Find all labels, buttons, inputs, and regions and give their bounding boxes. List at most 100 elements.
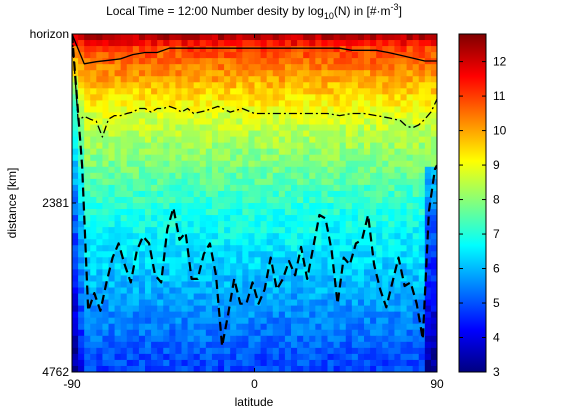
heatmap-cell (133, 227, 140, 234)
heatmap-cell (212, 58, 219, 65)
heatmap-cell (321, 360, 328, 367)
heatmap-cell (303, 137, 310, 144)
heatmap-cell (78, 263, 85, 270)
heatmap-cell (133, 179, 140, 186)
heatmap-cell (388, 324, 395, 331)
heatmap-cell (90, 251, 97, 258)
heatmap-cell (188, 300, 195, 307)
heatmap-cell (175, 119, 182, 126)
heatmap-cell (206, 82, 213, 89)
heatmap-cell (121, 300, 128, 307)
heatmap-cell (279, 215, 286, 222)
heatmap-cell (315, 294, 322, 301)
heatmap-cell (376, 185, 383, 192)
heatmap-cell (157, 40, 164, 47)
heatmap-cell (218, 281, 225, 288)
heatmap-cell (370, 288, 377, 295)
heatmap-cell (340, 318, 347, 325)
heatmap-cell (212, 76, 219, 83)
heatmap-cell (328, 203, 335, 210)
heatmap-cell (139, 185, 146, 192)
heatmap-cell (285, 209, 292, 216)
heatmap-cell (364, 251, 371, 258)
heatmap-cell (242, 288, 249, 295)
heatmap-cell (145, 306, 152, 313)
heatmap-cell (413, 245, 420, 252)
heatmap-cell (346, 312, 353, 319)
y-tick-label: horizon (30, 27, 69, 41)
heatmap-cell (370, 354, 377, 361)
heatmap-cell (279, 52, 286, 59)
heatmap-cell (102, 245, 109, 252)
heatmap-cell (401, 167, 408, 174)
heatmap-cell (182, 330, 189, 337)
heatmap-cell (255, 173, 262, 180)
heatmap-cell (425, 119, 432, 126)
heatmap-cell (315, 197, 322, 204)
heatmap-cell (200, 336, 207, 343)
heatmap-cell (139, 197, 146, 204)
heatmap-cell (230, 342, 237, 349)
heatmap-cell (407, 342, 414, 349)
heatmap-cell (157, 330, 164, 337)
heatmap-cell (346, 197, 353, 204)
heatmap-cell (133, 94, 140, 101)
heatmap-cell (382, 119, 389, 126)
heatmap-cell (309, 300, 316, 307)
heatmap-cell (96, 221, 103, 228)
heatmap-cell (388, 161, 395, 168)
heatmap-cell (145, 342, 152, 349)
heatmap-cell (139, 203, 146, 210)
heatmap-cell (321, 82, 328, 89)
heatmap-cell (285, 245, 292, 252)
heatmap-cell (194, 143, 201, 150)
heatmap-cell (72, 173, 79, 180)
heatmap-cell (419, 112, 426, 119)
heatmap-cell (230, 70, 237, 77)
heatmap-cell (188, 161, 195, 168)
heatmap-cell (200, 312, 207, 319)
heatmap-cell (182, 137, 189, 144)
heatmap-cell (255, 203, 262, 210)
heatmap-cell (309, 167, 316, 174)
heatmap-cell (285, 281, 292, 288)
heatmap-cell (279, 167, 286, 174)
heatmap-cell (145, 88, 152, 95)
heatmap-cell (255, 82, 262, 89)
heatmap-cell (255, 281, 262, 288)
heatmap-cell (419, 155, 426, 162)
heatmap-cell (388, 191, 395, 198)
heatmap-cell (90, 185, 97, 192)
heatmap-cell (315, 76, 322, 83)
heatmap-cell (255, 215, 262, 222)
heatmap-cell (169, 88, 176, 95)
heatmap-cell (84, 100, 91, 107)
heatmap-cell (236, 197, 243, 204)
heatmap-cell (206, 227, 213, 234)
heatmap-cell (255, 70, 262, 77)
heatmap-cell (401, 227, 408, 234)
heatmap-cell (218, 149, 225, 156)
heatmap-cell (90, 245, 97, 252)
heatmap-cell (376, 263, 383, 270)
heatmap-cell (139, 209, 146, 216)
heatmap-cell (96, 227, 103, 234)
heatmap-cell (206, 263, 213, 270)
heatmap-cell (133, 185, 140, 192)
heatmap-cell (151, 143, 158, 150)
heatmap-cell (273, 336, 280, 343)
heatmap-cell (109, 342, 116, 349)
heatmap-cell (96, 342, 103, 349)
heatmap-cell (169, 275, 176, 282)
heatmap-cell (297, 348, 304, 355)
heatmap-cell (163, 348, 170, 355)
heatmap-cell (394, 281, 401, 288)
heatmap-cell (407, 269, 414, 276)
heatmap-cell (206, 257, 213, 264)
heatmap-cell (175, 306, 182, 313)
heatmap-cell (145, 82, 152, 89)
heatmap-cell (382, 324, 389, 331)
heatmap-cell (248, 324, 255, 331)
heatmap-cell (102, 112, 109, 119)
heatmap-cell (133, 294, 140, 301)
